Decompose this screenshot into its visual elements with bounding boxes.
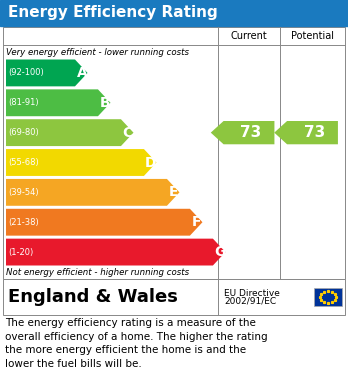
Text: G: G [214, 245, 226, 259]
Text: F: F [192, 215, 201, 229]
Polygon shape [6, 59, 87, 86]
Text: Potential: Potential [291, 31, 334, 41]
Polygon shape [6, 209, 203, 236]
Text: EU Directive: EU Directive [224, 289, 280, 298]
Text: Very energy efficient - lower running costs: Very energy efficient - lower running co… [6, 48, 189, 57]
Text: Current: Current [231, 31, 267, 41]
Text: (55-68): (55-68) [8, 158, 39, 167]
Text: (39-54): (39-54) [8, 188, 39, 197]
Polygon shape [6, 90, 111, 116]
Text: E: E [169, 185, 179, 199]
Text: 2002/91/EC: 2002/91/EC [224, 296, 276, 305]
Text: 73: 73 [304, 125, 325, 140]
Bar [3, 27, 345, 279]
Bar [3, 279, 345, 315]
Text: 73: 73 [240, 125, 262, 140]
Text: C: C [123, 126, 133, 140]
Text: (21-38): (21-38) [8, 218, 39, 227]
Text: (92-100): (92-100) [8, 68, 44, 77]
Text: B: B [100, 96, 110, 110]
Text: Not energy efficient - higher running costs: Not energy efficient - higher running co… [6, 268, 189, 277]
Text: D: D [145, 156, 157, 170]
Text: (1-20): (1-20) [8, 248, 33, 256]
Polygon shape [211, 121, 275, 144]
Polygon shape [274, 121, 338, 144]
Text: Energy Efficiency Rating: Energy Efficiency Rating [8, 5, 218, 20]
Text: A: A [77, 66, 87, 80]
Text: The energy efficiency rating is a measure of the
overall efficiency of a home. T: The energy efficiency rating is a measur… [5, 318, 268, 369]
Bar [0, 0, 348, 26]
Text: (81-91): (81-91) [8, 98, 39, 107]
Text: (69-80): (69-80) [8, 128, 39, 137]
Polygon shape [6, 239, 226, 265]
Polygon shape [6, 179, 180, 206]
Polygon shape [6, 149, 157, 176]
Polygon shape [6, 119, 134, 146]
Bar [314, 288, 342, 306]
Text: England & Wales: England & Wales [8, 288, 178, 306]
